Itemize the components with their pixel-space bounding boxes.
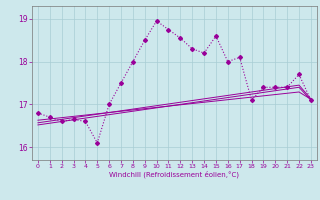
X-axis label: Windchill (Refroidissement éolien,°C): Windchill (Refroidissement éolien,°C) bbox=[109, 171, 239, 178]
